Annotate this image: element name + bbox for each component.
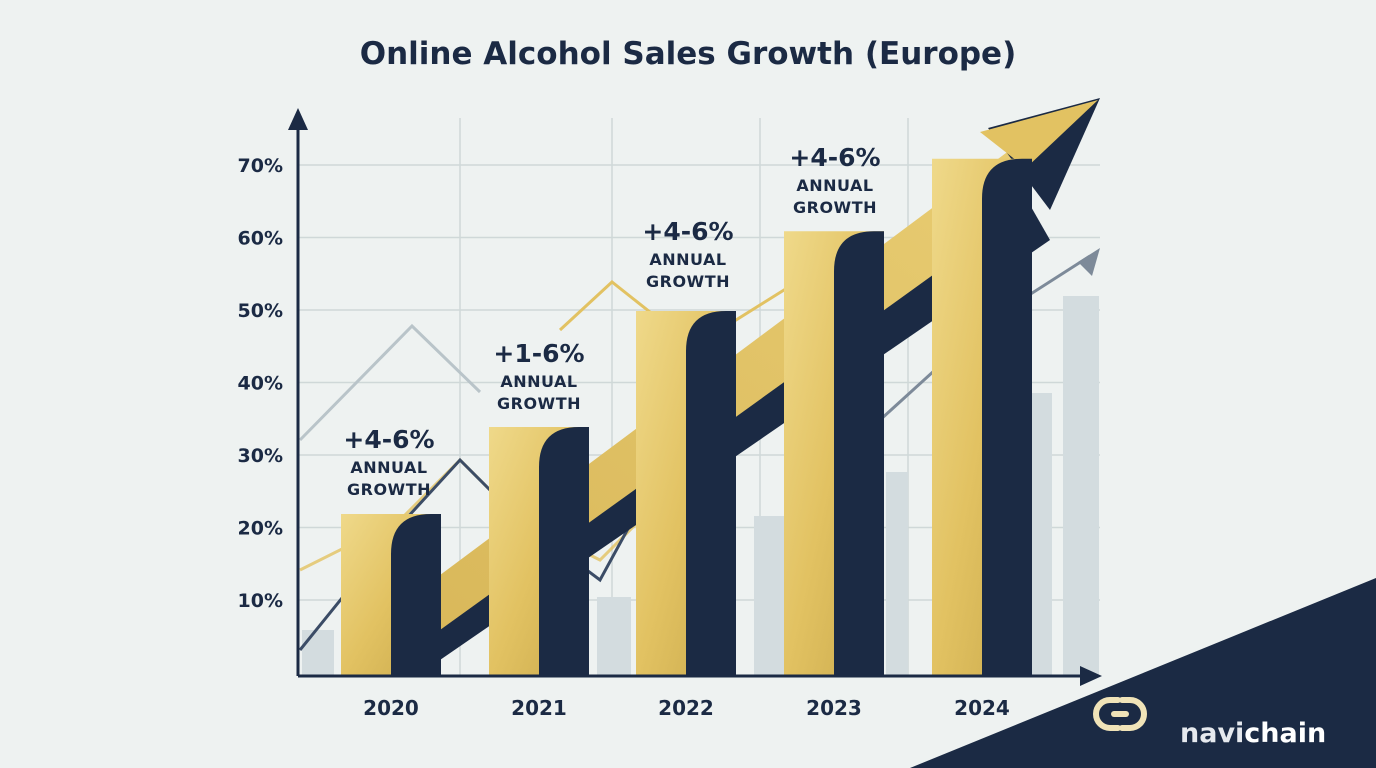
ghost-trend-line (298, 323, 482, 442)
brand-name-part1: navi (1180, 718, 1244, 749)
y-tick-label: 10% (238, 590, 283, 612)
chart-title: Online Alcohol Sales Growth (Europe) (360, 36, 1017, 72)
annotation-label: GROWTH (497, 394, 581, 413)
ghost-bar (886, 472, 908, 676)
bar-navy-face (539, 427, 589, 676)
brand-name-part2: chain (1244, 718, 1326, 749)
x-tick-label: 2024 (954, 696, 1010, 720)
bar (784, 231, 884, 676)
ghost-bar (754, 516, 788, 676)
bar-navy-face (834, 231, 884, 676)
growth-annotation: +4-6% ANNUAL GROWTH (642, 217, 733, 291)
y-tick-label: 60% (238, 228, 283, 250)
annotation-label: ANNUAL (500, 372, 577, 391)
annotation-value: +4-6% (343, 425, 434, 454)
ghost-bar (1063, 296, 1099, 676)
bar (932, 158, 1032, 676)
ghost-bar (302, 630, 334, 676)
brand-name: navichain (1180, 718, 1326, 749)
y-tick-labels: 10% 20% 30% 40% 50% 60% 70% (238, 155, 283, 612)
bar-navy-face (391, 514, 441, 676)
bars (341, 158, 1032, 676)
growth-annotation: +1-6% ANNUAL GROWTH (493, 339, 584, 413)
annotation-label: GROWTH (347, 480, 431, 499)
growth-annotation: +4-6% ANNUAL GROWTH (789, 143, 880, 217)
y-tick-label: 30% (238, 445, 283, 467)
annotation-label: GROWTH (646, 272, 730, 291)
y-tick-label: 40% (238, 373, 283, 395)
annotation-label: GROWTH (793, 198, 877, 217)
bar-navy-face (686, 311, 736, 676)
y-tick-label: 70% (238, 155, 283, 177)
annotation-label: ANNUAL (796, 176, 873, 195)
x-tick-labels: 2020 2021 2022 2023 2024 (363, 696, 1010, 720)
annotation-value: +1-6% (493, 339, 584, 368)
bar (341, 514, 441, 676)
growth-annotation: +4-6% ANNUAL GROWTH (343, 425, 434, 499)
y-axis-arrow-icon (288, 108, 308, 130)
x-tick-label: 2021 (511, 696, 567, 720)
ghost-bar (597, 597, 631, 676)
annotation-label: ANNUAL (350, 458, 427, 477)
bar-navy-face (982, 158, 1032, 676)
annotation-label: ANNUAL (649, 250, 726, 269)
growth-annotations: +4-6% ANNUAL GROWTH +1-6% ANNUAL GROWTH +4-6% A… (343, 143, 880, 499)
y-tick-label: 20% (238, 518, 283, 540)
x-tick-label: 2020 (363, 696, 419, 720)
ghost-bar (1030, 393, 1052, 676)
annotation-value: +4-6% (789, 143, 880, 172)
chain-link-icon (1093, 697, 1147, 731)
ghost-arrowhead-icon (1078, 248, 1100, 276)
brand-corner: navichain (910, 578, 1376, 768)
x-tick-label: 2023 (806, 696, 862, 720)
brand-corner-background (910, 578, 1376, 768)
trend-arrowhead-icon (980, 100, 1098, 168)
y-tick-label: 50% (238, 300, 283, 322)
axes (288, 108, 1102, 686)
bar (636, 311, 736, 676)
x-axis-arrow-icon (1080, 666, 1102, 686)
annotation-value: +4-6% (642, 217, 733, 246)
x-tick-label: 2022 (658, 696, 714, 720)
bar (489, 427, 589, 676)
